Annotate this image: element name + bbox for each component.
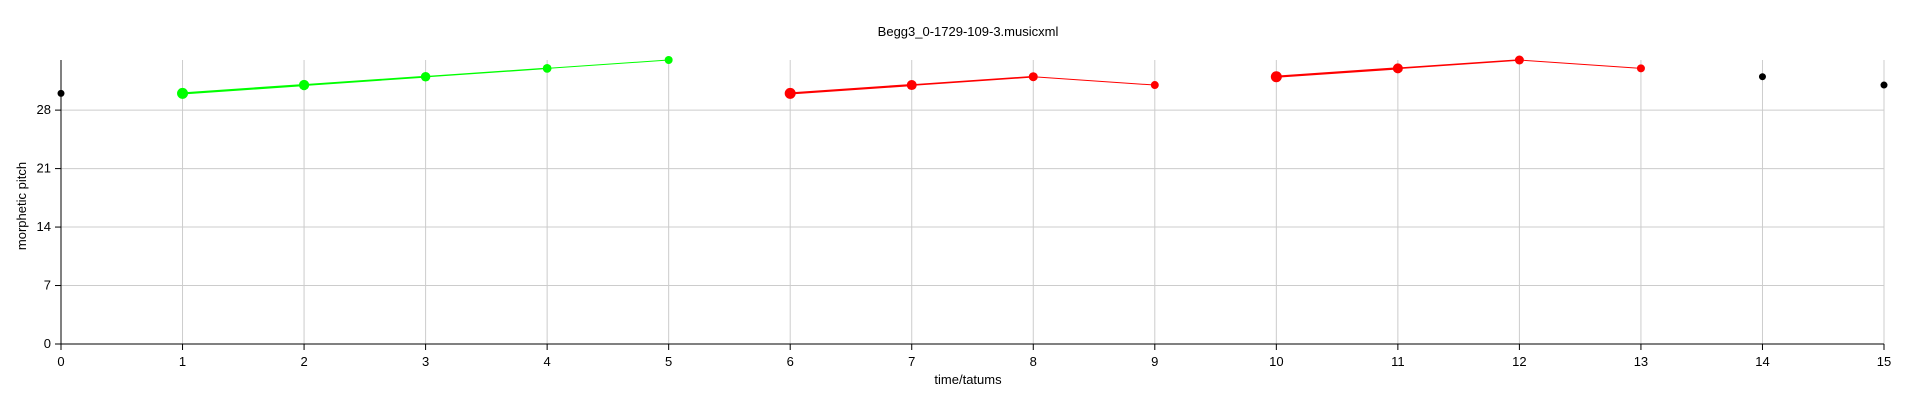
series-segment — [1276, 67, 1398, 78]
data-point — [1150, 81, 1159, 90]
x-axis-label: time/tatums — [934, 372, 1002, 387]
data-point — [1270, 71, 1282, 83]
y-axis-label: morphetic pitch — [14, 162, 29, 250]
data-point — [542, 63, 552, 73]
data-point — [664, 56, 673, 64]
x-tick-label: 3 — [422, 354, 429, 369]
data-point — [1028, 72, 1038, 82]
data-point — [1514, 55, 1524, 65]
x-tick-label: 4 — [544, 354, 551, 369]
data-point — [420, 71, 431, 82]
x-tick-label: 8 — [1030, 354, 1037, 369]
series-2 — [784, 72, 1159, 99]
data-point — [906, 80, 917, 91]
x-tick-label: 9 — [1151, 354, 1158, 369]
x-tick-label: 14 — [1755, 354, 1769, 369]
x-tick-label: 15 — [1877, 354, 1891, 369]
data-point — [1392, 63, 1403, 74]
data-point — [298, 79, 310, 91]
data-point — [1636, 64, 1645, 73]
series-segment — [547, 59, 669, 69]
x-tick-label: 0 — [57, 354, 64, 369]
data-point — [57, 89, 65, 97]
series-layer — [57, 55, 1888, 99]
x-tick-label: 12 — [1512, 354, 1526, 369]
data-point — [784, 87, 796, 99]
series-segment — [182, 83, 305, 95]
series-1 — [177, 56, 673, 99]
grid — [61, 60, 1885, 344]
chart-title: Begg3_0-1729-109-3.musicxml — [878, 24, 1059, 39]
series-segment — [1033, 76, 1155, 86]
y-tick-label: 21 — [37, 161, 51, 176]
series-segment — [304, 75, 426, 86]
y-tick-label: 28 — [37, 102, 51, 117]
x-tick-label: 7 — [908, 354, 915, 369]
series-segment — [425, 67, 548, 78]
x-tick-label: 10 — [1269, 354, 1283, 369]
series-segment — [1519, 59, 1641, 69]
series-segment — [911, 75, 1034, 86]
x-tick-label: 13 — [1634, 354, 1648, 369]
y-tick-label: 0 — [44, 336, 51, 351]
series-0 — [57, 73, 1888, 97]
x-tick-label: 6 — [787, 354, 794, 369]
x-tick-label: 11 — [1391, 354, 1405, 369]
y-tick-label: 7 — [44, 278, 51, 293]
data-point — [177, 87, 189, 99]
series-segment — [1397, 59, 1520, 70]
data-point — [1758, 73, 1766, 81]
x-tick-label: 1 — [179, 354, 186, 369]
series-segment — [790, 83, 912, 95]
x-tick-label: 2 — [300, 354, 307, 369]
series-3 — [1270, 55, 1645, 83]
x-tick-label: 5 — [665, 354, 672, 369]
y-tick-label: 14 — [37, 219, 51, 234]
data-point — [1880, 81, 1888, 89]
